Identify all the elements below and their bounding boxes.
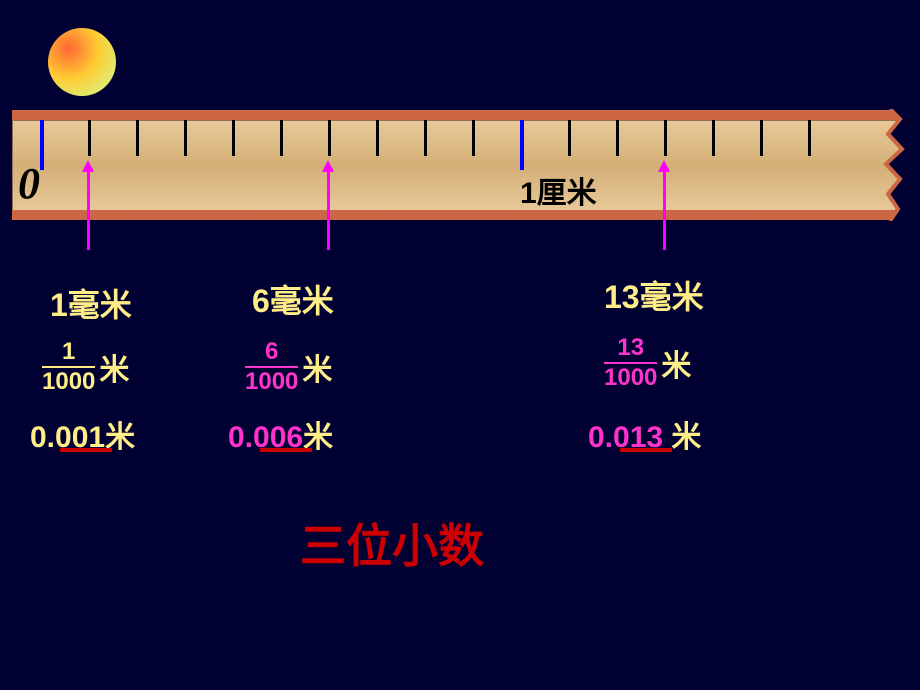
tick-minor	[328, 120, 331, 156]
pointer-arrow	[87, 170, 90, 250]
tick-minor	[280, 120, 283, 156]
tick-minor	[424, 120, 427, 156]
tick-major	[40, 120, 44, 170]
tick-minor	[760, 120, 763, 156]
ruler-cm-label: 1厘米	[520, 168, 597, 212]
tick-minor	[232, 120, 235, 156]
decimal-underline	[260, 448, 312, 452]
tick-minor	[184, 120, 187, 156]
tick-minor	[136, 120, 139, 156]
pointer-arrow	[327, 170, 330, 250]
tick-minor	[712, 120, 715, 156]
mm-label: 13毫米	[604, 272, 704, 318]
decimal-underline	[620, 448, 672, 452]
tick-minor	[88, 120, 91, 156]
fraction-label: 11000米	[42, 340, 129, 394]
mm-label: 1毫米	[50, 280, 132, 326]
ruler-top-band	[12, 110, 900, 120]
fraction-label: 131000米	[604, 336, 691, 390]
decorative-sphere	[48, 28, 116, 96]
ruler-bottom-band	[12, 210, 900, 220]
decimal-underline	[60, 448, 112, 452]
tick-major	[520, 120, 524, 170]
fraction-label: 61000米	[245, 340, 332, 394]
mm-label: 6毫米	[252, 276, 334, 322]
tick-minor	[376, 120, 379, 156]
ruler-torn-edge	[870, 109, 920, 221]
ruler-zero-label: 0	[18, 158, 40, 209]
tick-minor	[664, 120, 667, 156]
title-text: 三位小数	[300, 510, 484, 576]
tick-minor	[472, 120, 475, 156]
tick-minor	[616, 120, 619, 156]
tick-minor	[568, 120, 571, 156]
tick-minor	[808, 120, 811, 156]
ruler-body	[12, 120, 902, 212]
pointer-arrow	[663, 170, 666, 250]
